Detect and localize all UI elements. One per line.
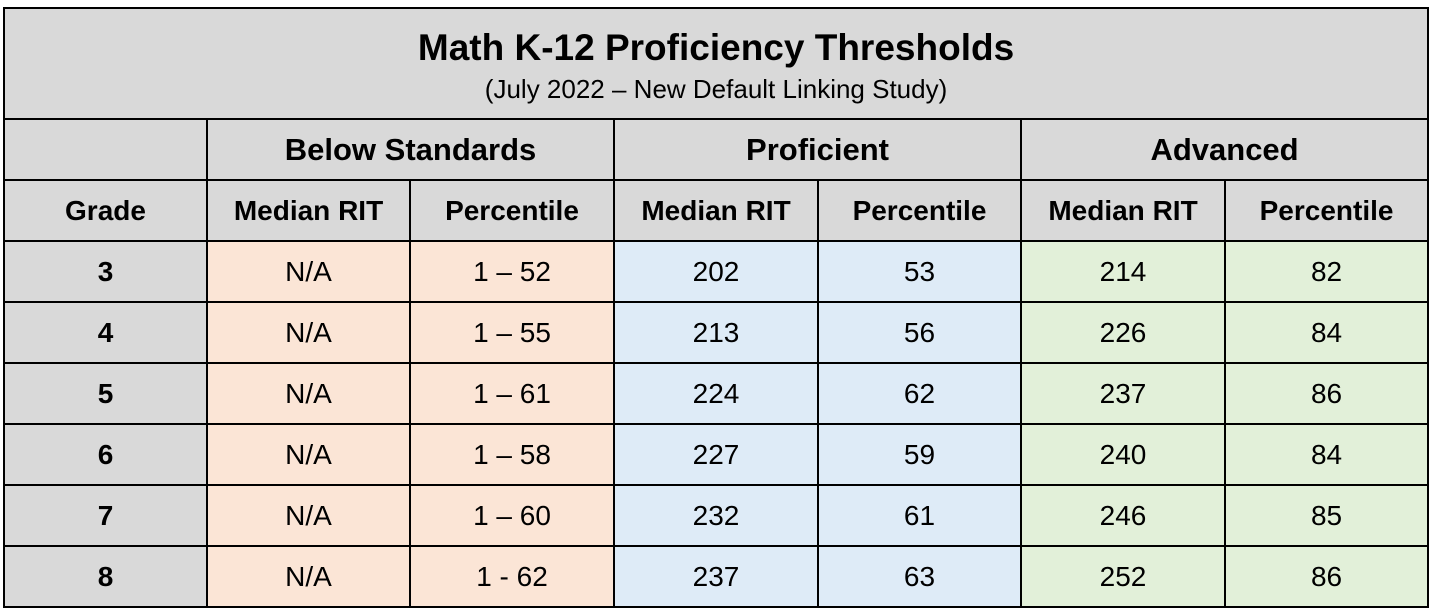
table-row: 6 N/A 1 – 58 227 59 240 84: [3, 423, 1429, 486]
advanced-median-rit-cell: 214: [1020, 240, 1226, 303]
below-percentile-cell: 1 – 61: [409, 362, 615, 425]
title-cell: Math K-12 Proficiency Thresholds (July 2…: [2, 7, 1429, 120]
advanced-median-rit-cell: 237: [1020, 362, 1226, 425]
advanced-median-rit-cell: 226: [1020, 301, 1226, 364]
table-subtitle: (July 2022 – New Default Linking Study): [484, 73, 948, 104]
below-percentile-cell: 1 – 58: [409, 423, 615, 486]
table-row: 8 N/A 1 - 62 237 63 252 86: [3, 545, 1429, 608]
below-median-rit-cell: N/A: [206, 423, 411, 486]
advanced-median-rit-cell: 252: [1020, 545, 1226, 608]
proficient-median-rit-cell: 224: [613, 362, 819, 425]
column-header-advanced-median-rit: Median RIT: [1020, 179, 1226, 242]
group-header-below-standards: Below Standards: [206, 118, 615, 181]
proficiency-thresholds-table: Math K-12 Proficiency Thresholds (July 2…: [2, 7, 1429, 608]
proficient-percentile-cell: 56: [817, 301, 1022, 364]
table-row: 7 N/A 1 – 60 232 61 246 85: [3, 484, 1429, 547]
advanced-median-rit-cell: 240: [1020, 423, 1226, 486]
column-header-below-percentile: Percentile: [409, 179, 615, 242]
title-row: Math K-12 Proficiency Thresholds (July 2…: [2, 7, 1429, 120]
below-median-rit-cell: N/A: [206, 484, 411, 547]
below-percentile-cell: 1 – 55: [409, 301, 615, 364]
advanced-percentile-cell: 86: [1223, 362, 1429, 425]
advanced-percentile-cell: 86: [1223, 545, 1429, 608]
group-header-proficient: Proficient: [613, 118, 1022, 181]
table-title: Math K-12 Proficiency Thresholds: [417, 26, 1015, 68]
table-row: 5 N/A 1 – 61 224 62 237 86: [3, 362, 1429, 425]
proficient-median-rit-cell: 237: [613, 545, 819, 608]
below-percentile-cell: 1 – 60: [409, 484, 615, 547]
proficient-median-rit-cell: 213: [613, 301, 819, 364]
table-body: 3 N/A 1 – 52 202 53 214 82 4 N/A 1 – 55 213 56 226 84…: [3, 240, 1429, 608]
group-header-row: Below Standards Proficient Advanced: [3, 118, 1429, 181]
column-header-proficient-median-rit: Median RIT: [613, 179, 819, 242]
proficient-median-rit-cell: 227: [613, 423, 819, 486]
proficient-median-rit-cell: 232: [613, 484, 819, 547]
table-row: 3 N/A 1 – 52 202 53 214 82: [3, 240, 1429, 303]
below-median-rit-cell: N/A: [206, 301, 411, 364]
grade-cell: 4: [3, 301, 208, 364]
proficient-percentile-cell: 53: [817, 240, 1022, 303]
proficient-percentile-cell: 59: [817, 423, 1022, 486]
advanced-percentile-cell: 84: [1223, 423, 1429, 486]
grade-cell: 3: [3, 240, 208, 303]
grade-cell: 8: [3, 545, 208, 608]
grade-cell: 6: [3, 423, 208, 486]
below-percentile-cell: 1 – 52: [409, 240, 615, 303]
below-percentile-cell: 1 - 62: [409, 545, 615, 608]
column-header-proficient-percentile: Percentile: [817, 179, 1022, 242]
column-header-grade: Grade: [3, 179, 208, 242]
group-header-empty: [3, 118, 208, 181]
advanced-median-rit-cell: 246: [1020, 484, 1226, 547]
advanced-percentile-cell: 84: [1223, 301, 1429, 364]
advanced-percentile-cell: 85: [1223, 484, 1429, 547]
advanced-percentile-cell: 82: [1223, 240, 1429, 303]
grade-cell: 7: [3, 484, 208, 547]
thresholds-table-frame: Math K-12 Proficiency Thresholds (July 2…: [2, 7, 1429, 608]
below-median-rit-cell: N/A: [206, 545, 411, 608]
column-header-advanced-percentile: Percentile: [1223, 179, 1429, 242]
group-header-advanced: Advanced: [1019, 118, 1429, 181]
proficient-percentile-cell: 62: [817, 362, 1022, 425]
grade-cell: 5: [3, 362, 208, 425]
column-header-below-median-rit: Median RIT: [206, 179, 411, 242]
column-header-row: Grade Median RIT Percentile Median RIT P…: [3, 179, 1429, 242]
below-median-rit-cell: N/A: [206, 240, 411, 303]
proficient-percentile-cell: 61: [817, 484, 1022, 547]
proficient-median-rit-cell: 202: [613, 240, 819, 303]
table-row: 4 N/A 1 – 55 213 56 226 84: [3, 301, 1429, 364]
proficient-percentile-cell: 63: [817, 545, 1022, 608]
below-median-rit-cell: N/A: [206, 362, 411, 425]
